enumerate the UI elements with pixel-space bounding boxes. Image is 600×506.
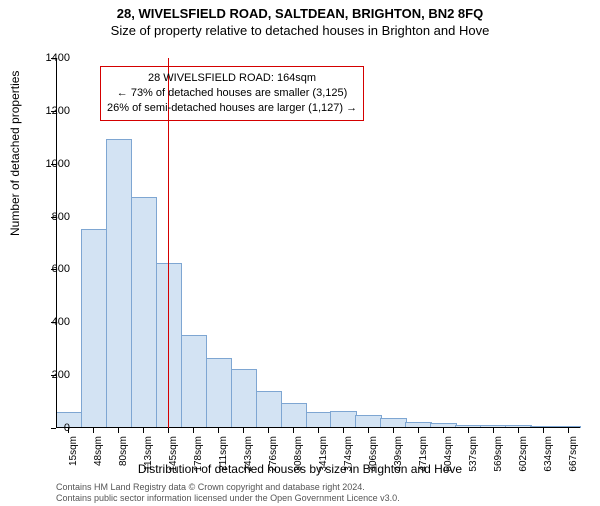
histogram-bar	[281, 403, 307, 428]
x-tick	[243, 428, 244, 433]
x-tick	[418, 428, 419, 433]
x-tick-label: 113sqm	[143, 436, 154, 476]
y-tick-label: 600	[30, 263, 70, 275]
y-tick-label: 1000	[30, 158, 70, 170]
y-tick-label: 0	[30, 422, 70, 434]
x-tick	[318, 428, 319, 433]
y-tick-label: 800	[30, 211, 70, 223]
attribution-footer: Contains HM Land Registry data © Crown c…	[56, 482, 400, 504]
histogram-bar	[306, 412, 332, 428]
x-tick-label: 634sqm	[543, 436, 554, 476]
x-tick-label: 243sqm	[243, 436, 254, 476]
x-tick-label: 439sqm	[393, 436, 404, 476]
x-tick	[168, 428, 169, 433]
x-tick	[218, 428, 219, 433]
x-tick-label: 602sqm	[518, 436, 529, 476]
x-tick-label: 667sqm	[568, 436, 579, 476]
x-tick	[443, 428, 444, 433]
annotation-box: 28 WIVELSFIELD ROAD: 164sqm← 73% of deta…	[100, 66, 364, 121]
x-tick	[268, 428, 269, 433]
x-tick-label: 374sqm	[343, 436, 354, 476]
x-tick-label: 569sqm	[493, 436, 504, 476]
histogram-bar	[81, 229, 107, 428]
footer-line-2: Contains public sector information licen…	[56, 493, 400, 504]
x-tick	[568, 428, 569, 433]
annotation-line-3: 26% of semi-detached houses are larger (…	[107, 101, 357, 116]
x-tick	[468, 428, 469, 433]
x-tick-label: 276sqm	[268, 436, 279, 476]
y-tick-label: 1200	[30, 105, 70, 117]
page-subtitle: Size of property relative to detached ho…	[0, 23, 600, 38]
x-tick-label: 504sqm	[443, 436, 454, 476]
x-tick-label: 178sqm	[193, 436, 204, 476]
annotation-line-1: 28 WIVELSFIELD ROAD: 164sqm	[107, 71, 357, 86]
histogram-bar	[231, 369, 257, 428]
y-axis-label: Number of detached properties	[8, 71, 22, 236]
x-tick-label: 308sqm	[293, 436, 304, 476]
chart-area: 28 WIVELSFIELD ROAD: 164sqm← 73% of deta…	[56, 58, 580, 428]
x-tick	[193, 428, 194, 433]
y-tick-label: 400	[30, 316, 70, 328]
x-tick-label: 211sqm	[218, 436, 229, 476]
x-tick	[343, 428, 344, 433]
x-tick	[293, 428, 294, 433]
x-tick-label: 145sqm	[168, 436, 179, 476]
x-tick	[493, 428, 494, 433]
footer-line-1: Contains HM Land Registry data © Crown c…	[56, 482, 400, 493]
annotation-line-2: ← 73% of detached houses are smaller (3,…	[107, 86, 357, 101]
x-tick-label: 15sqm	[68, 436, 79, 476]
x-tick	[143, 428, 144, 433]
x-tick	[543, 428, 544, 433]
x-tick	[368, 428, 369, 433]
y-tick-label: 1400	[30, 52, 70, 64]
page-title: 28, WIVELSFIELD ROAD, SALTDEAN, BRIGHTON…	[0, 6, 600, 21]
x-tick-label: 471sqm	[418, 436, 429, 476]
x-tick-label: 537sqm	[468, 436, 479, 476]
x-tick-label: 406sqm	[368, 436, 379, 476]
histogram-bar	[330, 411, 356, 428]
histogram-plot: 28 WIVELSFIELD ROAD: 164sqm← 73% of deta…	[56, 58, 580, 428]
x-tick	[118, 428, 119, 433]
x-tick-label: 341sqm	[318, 436, 329, 476]
x-tick-label: 80sqm	[118, 436, 129, 476]
histogram-bar	[106, 139, 132, 428]
x-tick	[393, 428, 394, 433]
x-tick	[93, 428, 94, 433]
histogram-bar	[131, 197, 157, 428]
histogram-bar	[206, 358, 232, 428]
y-tick-label: 200	[30, 369, 70, 381]
x-tick-label: 48sqm	[93, 436, 104, 476]
x-tick	[518, 428, 519, 433]
histogram-bar	[181, 335, 207, 429]
histogram-bar	[256, 391, 282, 428]
